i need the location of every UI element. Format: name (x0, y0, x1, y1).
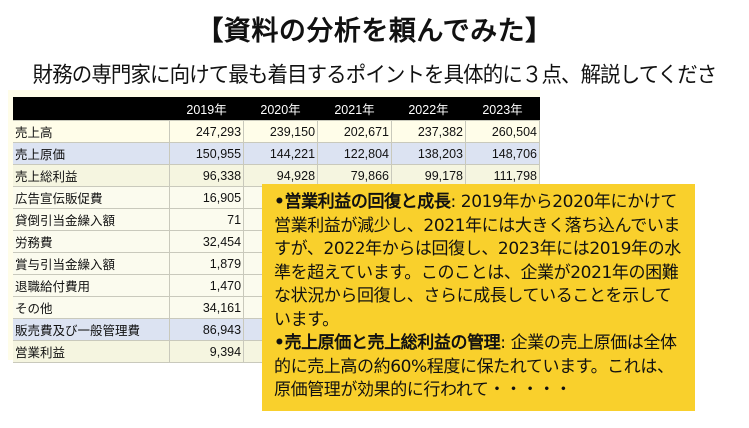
cell-value: 16,905 (169, 186, 245, 209)
cell-value: 138,203 (391, 142, 466, 165)
row-label: 売上原価 (13, 142, 171, 165)
slide-title: 【資料の分析を頼んでみた】 (196, 16, 553, 47)
cell-value: 239,150 (243, 120, 319, 143)
cell-value: 32,454 (169, 230, 245, 253)
row-label: 賞与引当金繰入額 (13, 252, 171, 275)
table-header-row: 2019年 2020年 2021年 2022年 2023年 (13, 97, 540, 121)
row-label: 売上総利益 (13, 164, 171, 187)
table-row-sales: 売上高 247,293 239,150 202,671 237,382 260,… (13, 120, 540, 143)
cell-value: 144,221 (243, 142, 319, 165)
cell-value: 99,178 (391, 164, 466, 187)
cell-value: 96,338 (169, 164, 245, 187)
point-heading: •営業利益の回復と成長 (274, 192, 451, 212)
row-label: 売上高 (13, 120, 171, 143)
point-heading: •売上原価と売上総利益の管理 (274, 333, 501, 353)
cell-value: 260,504 (465, 120, 540, 143)
cell-value: 71 (169, 208, 245, 231)
row-label: 退職給付費用 (13, 274, 171, 297)
point-body: : 2019年から2020年にかけて営業利益が減少し、2021年には大きく落ち込… (274, 192, 681, 330)
cell-value: 111,798 (465, 164, 540, 187)
row-label: その他 (13, 296, 171, 319)
cell-value: 247,293 (169, 120, 245, 143)
point-body: : 企業の売上原価は全体的に売上高の約60%程度に保たれています。これは、原価管… (274, 333, 677, 400)
table-row-gross-profit: 売上総利益 96,338 94,928 79,866 99,178 111,79… (13, 164, 540, 187)
row-label: 販売費及び一般管理費 (13, 318, 171, 341)
column-header-2023: 2023年 (465, 97, 540, 121)
row-label: 労務費 (13, 230, 171, 253)
point-cost-management: •売上原価と売上総利益の管理: 企業の売上原価は全体的に売上高の約60%程度に保… (274, 332, 685, 403)
cell-value: 9,394 (169, 340, 245, 363)
cell-value: 150,955 (169, 142, 245, 165)
cell-value: 94,928 (243, 164, 319, 187)
cell-value: 237,382 (391, 120, 466, 143)
column-header-2022: 2022年 (391, 97, 466, 121)
analysis-callout: •営業利益の回復と成長: 2019年から2020年にかけて営業利益が減少し、20… (262, 184, 695, 411)
row-label: 広告宣伝販促費 (13, 186, 171, 209)
column-header-2020: 2020年 (243, 97, 318, 121)
cell-value: 1,879 (169, 252, 245, 275)
column-header-2021: 2021年 (317, 97, 392, 121)
cell-value: 122,804 (317, 142, 393, 165)
row-label: 貸倒引当金繰入額 (13, 208, 171, 231)
cell-value: 86,943 (169, 318, 245, 341)
cell-value: 1,470 (169, 274, 245, 297)
table-row-cost-of-sales: 売上原価 150,955 144,221 122,804 138,203 148… (13, 142, 540, 165)
row-label: 営業利益 (13, 340, 171, 363)
point-operating-income: •営業利益の回復と成長: 2019年から2020年にかけて営業利益が減少し、20… (274, 191, 685, 332)
cell-value: 34,161 (169, 296, 245, 319)
cell-value: 148,706 (465, 142, 540, 165)
column-header-label (13, 97, 170, 121)
cell-value: 202,671 (317, 120, 393, 143)
column-header-2019: 2019年 (169, 97, 244, 121)
